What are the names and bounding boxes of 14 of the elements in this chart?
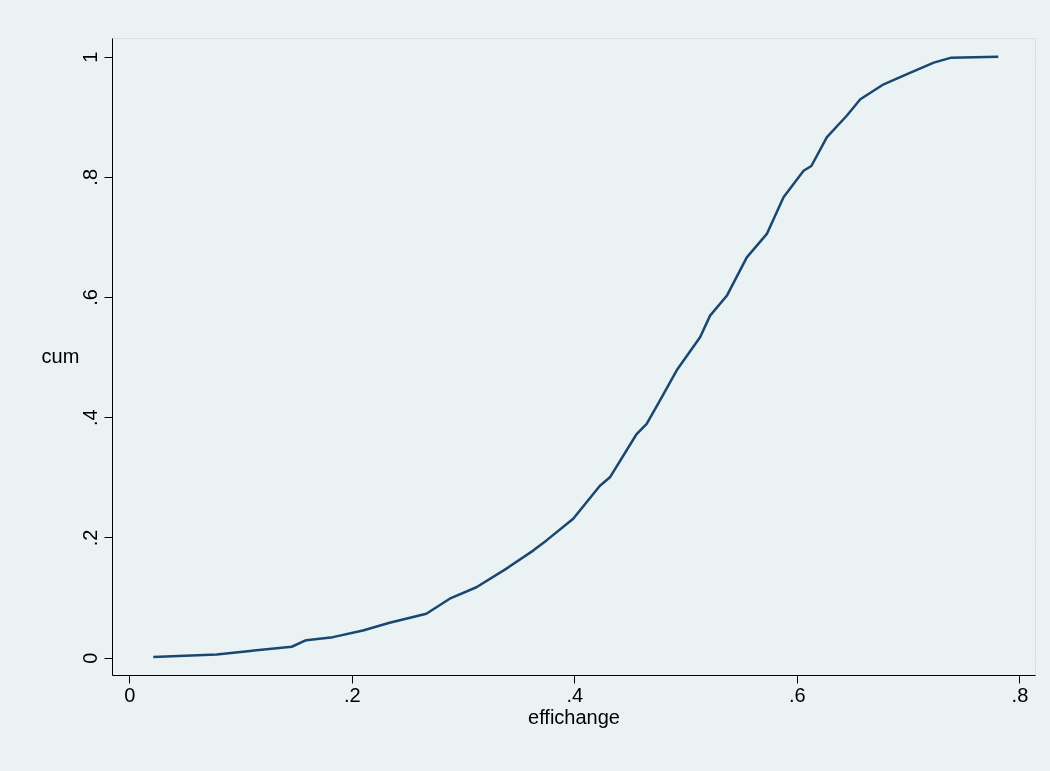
y-tick-label: 0 — [78, 652, 101, 664]
y-tick-label: .8 — [78, 168, 101, 186]
x-axis-title: effichange — [528, 705, 620, 728]
x-tick-label: .8 — [1011, 683, 1029, 706]
x-tick-label: .6 — [789, 683, 806, 706]
y-tick-label: .6 — [78, 289, 101, 306]
x-tick-label: .4 — [566, 683, 584, 706]
x-tick-label: 0 — [124, 683, 136, 706]
y-tick-label: .4 — [78, 409, 101, 427]
y-tick-label: .2 — [78, 529, 101, 547]
y-axis-title: cum — [41, 345, 80, 367]
line-series — [152, 55, 1000, 659]
x-tick-label: .2 — [343, 683, 361, 706]
y-tick-label: 1 — [78, 51, 101, 63]
